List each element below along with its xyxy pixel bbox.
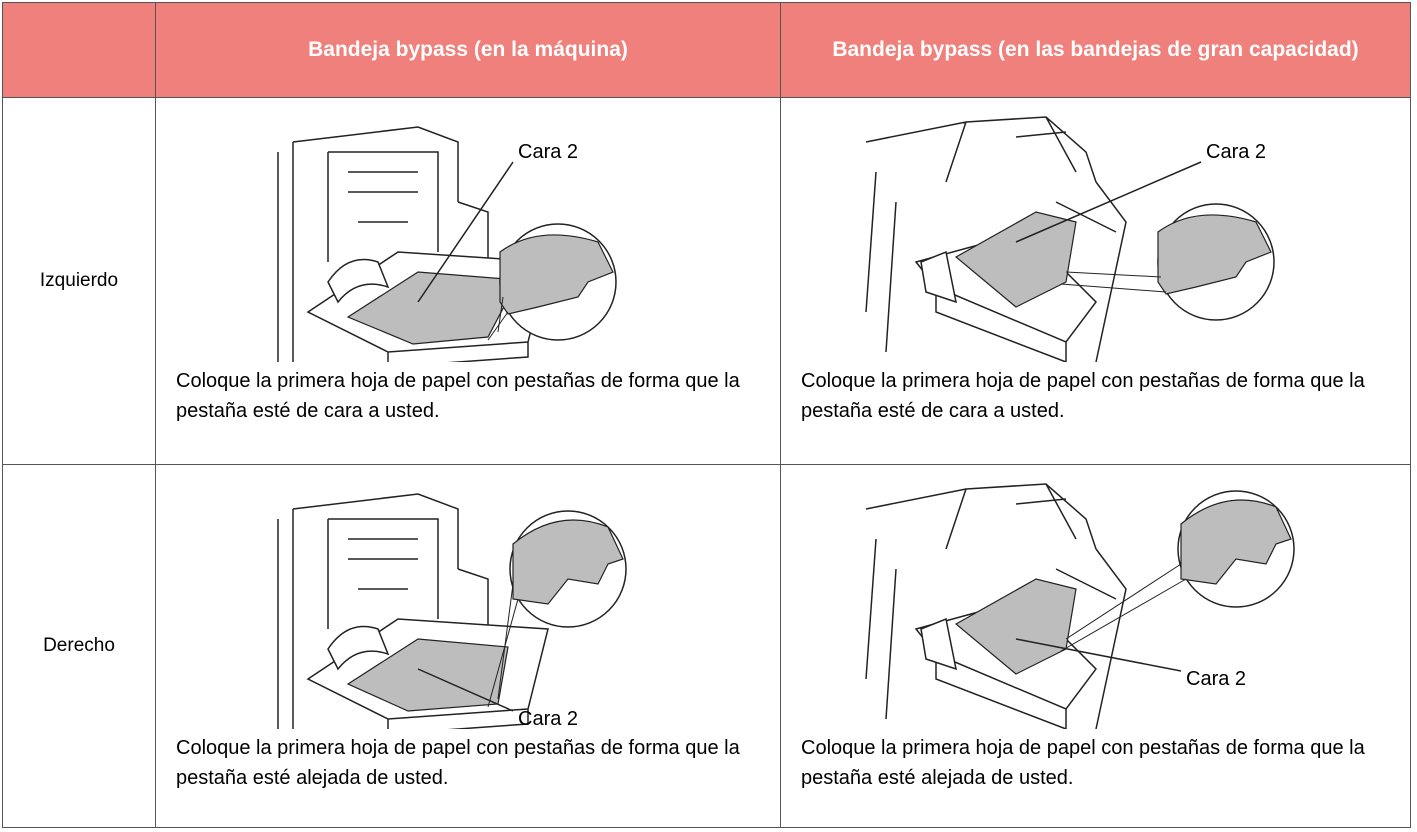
header-cell: Bandeja bypass (en la máquina)	[155, 2, 781, 98]
zoom-line	[487, 598, 519, 708]
row: Derecho Cara 2 Coloque la primera hoja de…	[2, 464, 1411, 828]
callout-line	[417, 161, 514, 303]
header-cell: Bandeja bypass (en las bandejas de gran …	[780, 2, 1411, 98]
machine-body	[277, 493, 489, 729]
illustration: Cara 2	[864, 116, 1275, 362]
callout: Cara 2	[1186, 668, 1246, 690]
illustration: Cara 2	[277, 126, 617, 362]
machine-body	[864, 483, 1127, 729]
cell: Cara 2 Coloque la primera hoja de papel c…	[780, 464, 1411, 828]
zoom-line	[1065, 271, 1161, 278]
corner-cell	[2, 2, 156, 98]
magnified-paper	[1156, 214, 1272, 295]
zoom-line	[497, 296, 504, 333]
zoom-line	[497, 583, 514, 700]
cell: Cara 2 Coloque la primera hoja de papel c…	[155, 97, 781, 465]
zoom-line	[1060, 578, 1186, 652]
guide	[919, 617, 957, 671]
caption: Coloque la primera hoja de papel con pes…	[176, 737, 740, 789]
cell: Cara 2 Coloque la primera hoja de papel c…	[780, 97, 1411, 465]
row-label: Derecho	[2, 464, 156, 828]
roller	[327, 258, 390, 304]
zoom-line	[1060, 283, 1166, 293]
row-label: Izquierdo	[2, 97, 156, 465]
callout: Cara 2	[1206, 141, 1266, 163]
caption: Coloque la primera hoja de papel con pes…	[801, 737, 1365, 789]
caption: Coloque la primera hoja de papel con pes…	[176, 370, 740, 422]
illustration: Cara 2	[277, 493, 627, 729]
magnified-paper	[1179, 499, 1292, 585]
paper	[954, 578, 1077, 675]
callout-line	[417, 668, 514, 712]
row: Izquierdo Cara 2 Coloque la primera hoja …	[2, 97, 1411, 465]
magnified-paper	[512, 519, 624, 605]
magnified-paper	[499, 234, 614, 315]
paper	[346, 638, 509, 712]
header-row: Bandeja bypass (en la máquina) Bandeja b…	[2, 2, 1411, 98]
illustration: Cara 2	[864, 483, 1295, 729]
caption: Coloque la primera hoja de papel con pes…	[801, 370, 1365, 422]
zoom-line	[1065, 563, 1181, 640]
callout-line	[1015, 638, 1181, 672]
machine-body	[864, 116, 1127, 362]
callout: Cara 2	[518, 708, 578, 729]
paper	[954, 211, 1077, 308]
guide	[919, 250, 957, 304]
machine-body	[277, 126, 489, 362]
callout-line	[1015, 161, 1201, 243]
cell: Cara 2 Coloque la primera hoja de papel c…	[155, 464, 781, 828]
zoom-line	[487, 311, 509, 341]
callout: Cara 2	[518, 141, 578, 163]
paper	[346, 271, 519, 345]
roller	[327, 625, 390, 671]
